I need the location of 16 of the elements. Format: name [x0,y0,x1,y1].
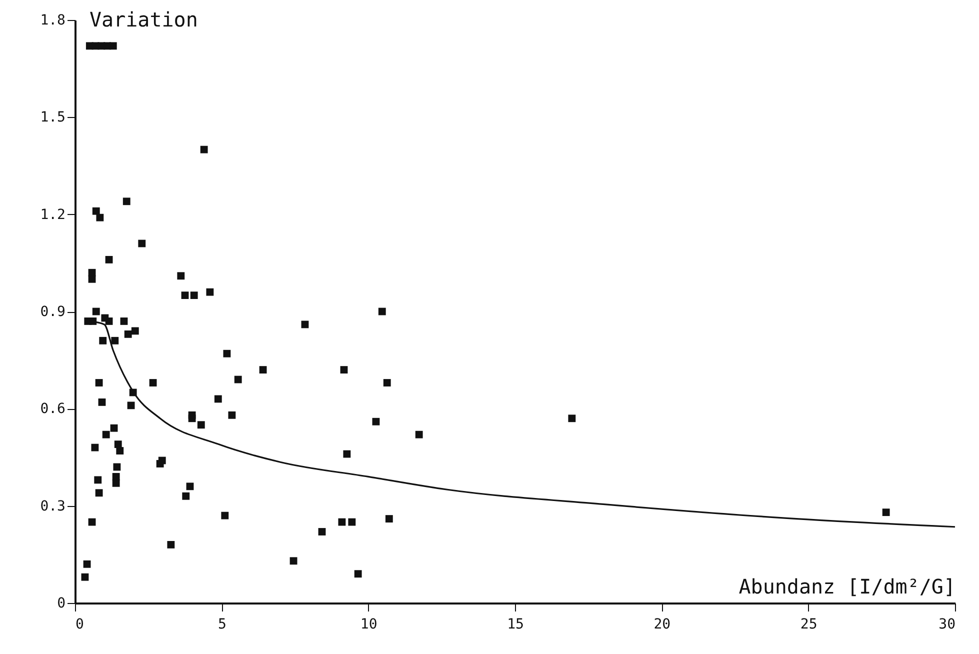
y-tick-label: 1.5 [40,110,66,126]
x-tick-label: 15 [507,616,524,632]
y-axis-title: Variation [90,8,198,32]
x-tick-label: 10 [360,616,378,632]
y-tick-label: 1.8 [40,12,66,28]
x-tick-label: 25 [800,616,818,632]
x-tick-label: 30 [938,616,956,632]
y-tick-label: 0.6 [40,401,66,418]
y-tick-label: 0.3 [40,498,66,514]
x-tick-label: 20 [654,616,671,632]
y-tick-label: 0 [57,596,66,612]
x-axis-title: Abundanz [I/dm²/G] [738,574,956,598]
y-tick-label: 0.9 [40,304,66,320]
y-tick-label: 1.2 [40,206,66,223]
x-tick-label: 0 [76,616,84,632]
x-tick-label: 5 [218,616,226,632]
